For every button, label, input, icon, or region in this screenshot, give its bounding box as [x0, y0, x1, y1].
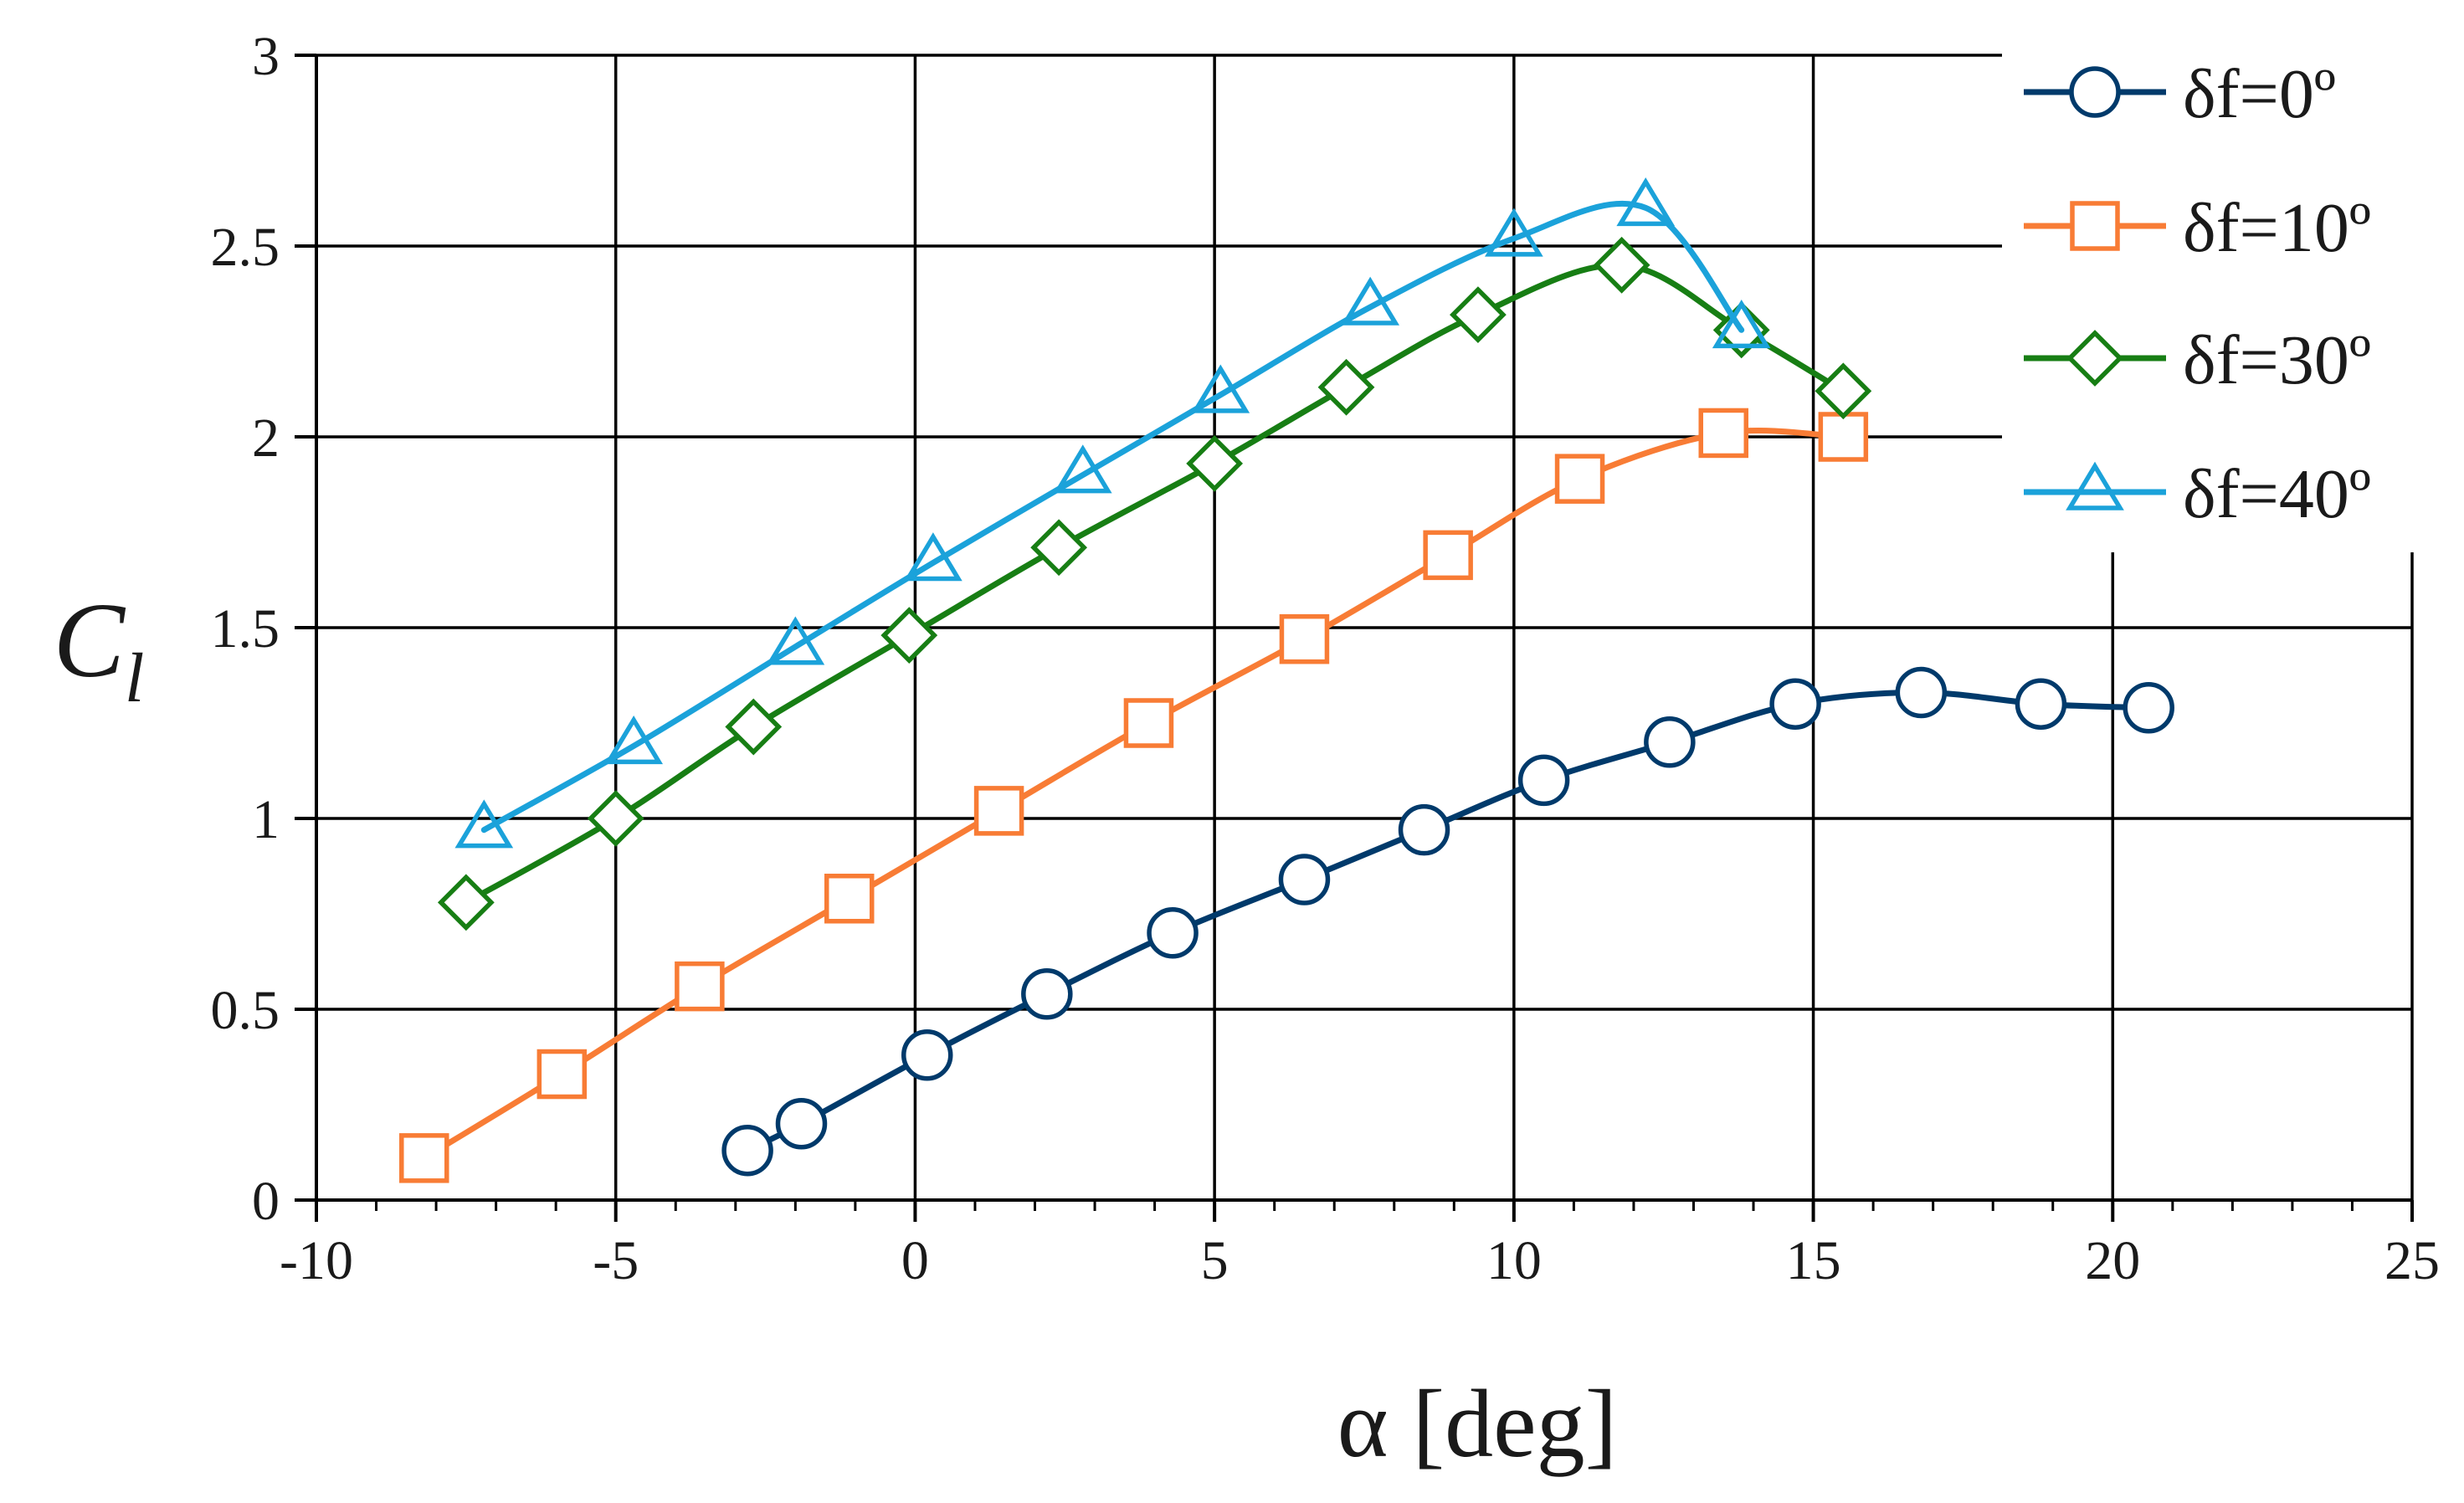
data-point: [536, 1049, 588, 1100]
legend-item-10: δf=10º: [2024, 189, 2371, 267]
data-point: [1398, 803, 1450, 856]
y-axis-title: Cl: [54, 581, 145, 717]
series-10: [399, 408, 1869, 1183]
legend-label: δf=10º: [2183, 189, 2371, 267]
data-point: [880, 607, 938, 664]
data-point: [1698, 408, 1749, 459]
data-point: [1186, 435, 1244, 492]
data-point: [1021, 968, 1073, 1020]
x-tick-label: -10: [280, 1230, 353, 1291]
data-point: [604, 716, 664, 765]
y-axis-title-main: C: [54, 581, 126, 700]
series-line: [480, 200, 1745, 834]
data-point: [1279, 613, 1330, 664]
series-0: [721, 666, 2174, 1177]
y-tick-label: 0.5: [211, 980, 280, 1041]
y-tick-label: 3: [252, 26, 280, 87]
data-point: [1147, 907, 1199, 959]
data-point: [1123, 698, 1174, 748]
data-point: [1485, 208, 1543, 257]
data-point: [1818, 412, 1869, 462]
data-point: [721, 1124, 773, 1177]
data-point: [725, 698, 783, 756]
data-point: [1278, 854, 1331, 905]
data-point: [399, 1133, 449, 1183]
legend-label: δf=0º: [2183, 55, 2336, 133]
data-point: [1423, 530, 1473, 581]
data-point: [1554, 454, 1605, 504]
legend: δf=0º δf=10º δf=30º δf=40º: [2002, 33, 2456, 552]
data-point: [766, 616, 825, 665]
series-40: [454, 177, 1771, 849]
legend-swatch-marker: [2066, 330, 2123, 387]
data-point: [901, 1029, 953, 1081]
data-point: [1450, 286, 1507, 343]
data-point: [1030, 519, 1088, 577]
data-point: [1593, 236, 1650, 294]
x-tick-label: 20: [2085, 1230, 2140, 1291]
data-point: [904, 532, 963, 582]
data-point: [2123, 682, 2174, 734]
data-point: [1712, 299, 1771, 349]
data-point: [1616, 177, 1676, 227]
y-tick-label: 0: [252, 1171, 280, 1232]
legend-swatch-marker: [2066, 461, 2124, 510]
x-tick-label: 5: [1201, 1230, 1229, 1291]
data-point: [1191, 364, 1250, 413]
data-point: [675, 961, 725, 1012]
legend-label: δf=30º: [2183, 321, 2371, 399]
y-tick-labels: 0 0.5 1 1.5 2 2.5 3: [211, 26, 280, 1232]
legend-swatch-marker: [2069, 66, 2121, 118]
series-30: [437, 236, 1872, 931]
legend-background: [2002, 33, 2456, 552]
data-point: [824, 874, 875, 924]
x-tick-label: 15: [1786, 1230, 1841, 1291]
legend-swatch-marker: [2070, 201, 2120, 251]
data-point: [587, 790, 644, 847]
data-point: [1644, 716, 1696, 768]
y-tick-label: 2: [252, 408, 280, 469]
legend-item-30: δf=30º: [2024, 321, 2371, 399]
series-layer: [399, 177, 2174, 1183]
gridlines: [316, 54, 2414, 1200]
data-point: [1317, 358, 1375, 416]
x-tick-label: -5: [593, 1230, 639, 1291]
y-tick-label: 2.5: [211, 217, 280, 278]
legend-label: δf=40º: [2183, 455, 2371, 533]
data-point: [437, 874, 495, 931]
data-point: [1341, 276, 1400, 326]
axes: [295, 54, 2414, 1222]
x-minor-ticks: [375, 1200, 2354, 1211]
y-tick-label: 1: [252, 789, 280, 850]
data-point: [775, 1098, 828, 1150]
data-point: [1815, 362, 1872, 420]
x-tick-label: 10: [1486, 1230, 1542, 1291]
legend-item-40: δf=40º: [2024, 455, 2371, 533]
data-point: [1053, 444, 1112, 494]
y-tick-label: 1.5: [211, 598, 280, 659]
data-point: [973, 786, 1024, 836]
x-tick-label: 25: [2384, 1230, 2440, 1291]
x-tick-label: 0: [901, 1230, 929, 1291]
x-tick-labels: -10 -5 0 5 10 15 20 25: [280, 1230, 2440, 1291]
legend-item-0: δf=0º: [2024, 55, 2336, 133]
data-point: [1769, 678, 1821, 730]
y-axis-title-subscript: l: [125, 639, 144, 717]
data-point: [1517, 754, 1570, 807]
data-point: [1895, 666, 1948, 719]
x-axis-title: α [deg]: [1337, 1371, 1618, 1478]
data-point: [454, 799, 514, 849]
data-point: [2015, 678, 2067, 730]
